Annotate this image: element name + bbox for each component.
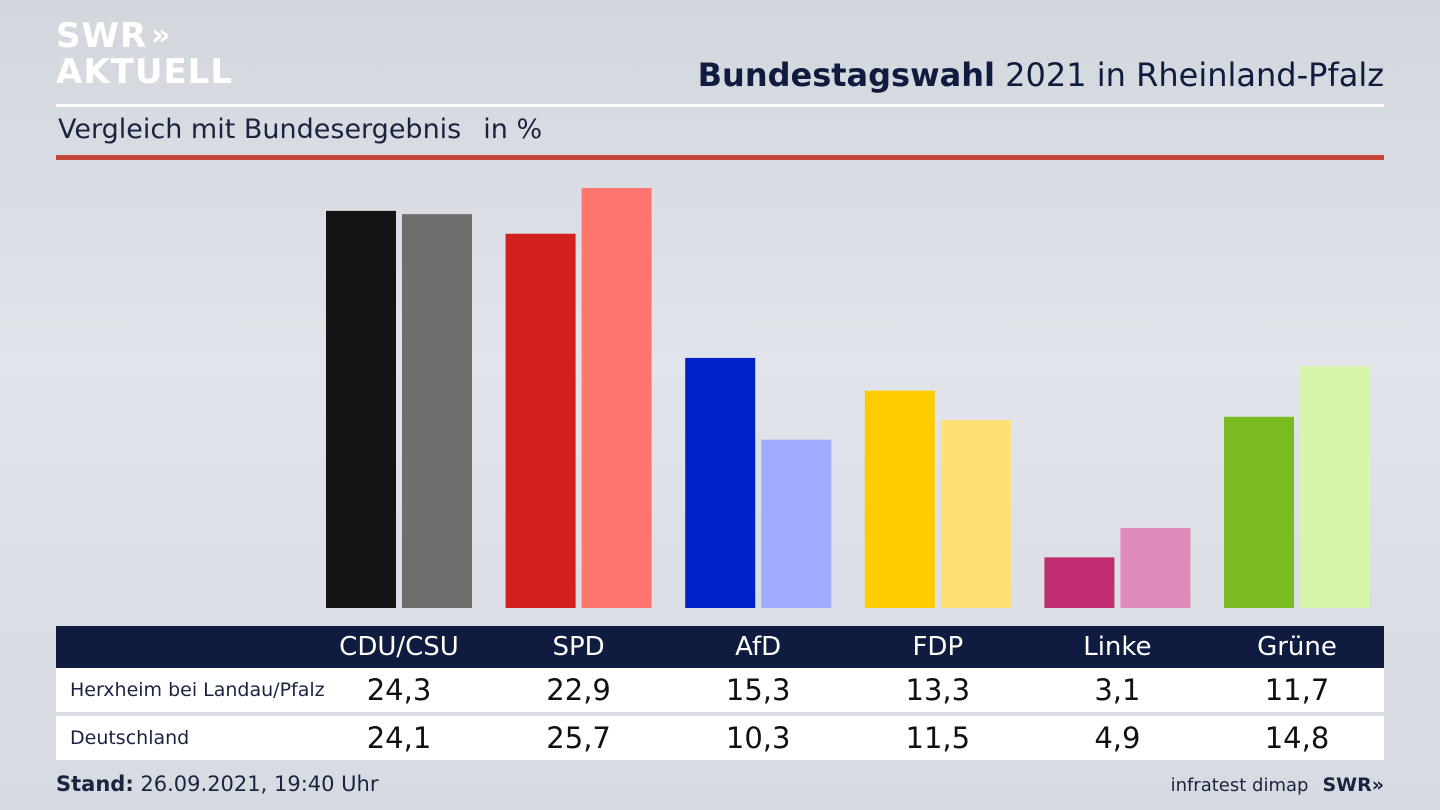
table-header: CDU/CSU SPD AfD FDP Linke Grüne [56,626,1384,668]
bar-afd-deutschland [761,439,832,608]
bar-spd-deutschland [581,188,652,608]
value-cell: 3,1 [1094,673,1141,707]
header-cell: AfD [735,632,782,662]
bar-gr-ne-herxheim [1224,416,1294,608]
stand-value: 26.09.2021, 19:40 Uhr [133,772,379,796]
value-cell: 10,3 [725,721,791,755]
header-cell: CDU/CSU [339,632,459,662]
logo-aktuell: AKTUELL [56,52,234,92]
value-cell: 13,3 [905,673,971,707]
bar-cdu-csu-deutschland [402,214,472,608]
stand-label: Stand: [56,772,134,796]
value-cell: 24,3 [366,673,432,707]
subtitle: Vergleich mit Bundesergebnis in % [58,114,542,145]
title-bold: Bundestagswahl [697,56,995,94]
bar-linke-herxheim [1044,557,1115,608]
value-cell: 11,5 [905,721,971,755]
subtitle-text: Vergleich mit Bundesergebnis [58,114,462,145]
value-cell: 15,3 [725,673,791,707]
row-label: Herxheim bei Landau/Pfalz [70,679,325,701]
results-table: CDU/CSU SPD AfD FDP Linke Grüne Herxheim bei … [56,626,1384,760]
unit-label: in % [483,114,543,145]
source-label: infratest dimap [1170,774,1309,796]
value-cell: 22,9 [546,673,611,707]
bar-spd-herxheim [505,233,576,608]
header-divider [56,104,1384,107]
bar-afd-herxheim [685,357,756,608]
page-title: Bundestagswahl 2021 in Rheinland-Pfalz [698,56,1384,94]
row-label: Deutschland [70,727,190,749]
bar-cdu-csu-herxheim [326,210,396,608]
bar-linke-deutschland [1120,527,1191,608]
table-row-herxheim: Herxheim bei Landau/Pfalz 24,3 22,9 15,3 13… [56,668,1384,712]
stand-info: Stand: 26.09.2021, 19:40 Uhr [56,772,379,796]
swr-brand-logo: SWR» [1322,774,1384,796]
subtitle-divider [56,155,1384,160]
swr-aktuell-logo: SWR» AKTUELL [56,18,233,90]
value-cell: 24,1 [366,721,432,755]
bar-fdp-deutschland [940,420,1011,608]
header-cell: FDP [912,632,964,662]
header-cell: Linke [1083,632,1152,662]
value-cell: 4,9 [1094,721,1141,755]
bar-gr-ne-deutschland [1300,366,1370,608]
value-cell: 25,7 [546,721,611,755]
title-rest: 2021 in Rheinland-Pfalz [995,56,1384,94]
logo-swr: SWR [56,16,148,56]
value-cell: 11,7 [1264,673,1330,707]
bar-fdp-herxheim [864,390,935,608]
table-row-deutschland: Deutschland 24,1 25,7 10,3 11,5 4,9 14,8 [56,716,1384,760]
source-info: infratest dimap SWR» [1171,774,1384,796]
value-cell: 14,8 [1264,721,1330,755]
header-cell: SPD [552,632,605,662]
header-cell: Grüne [1257,632,1337,662]
